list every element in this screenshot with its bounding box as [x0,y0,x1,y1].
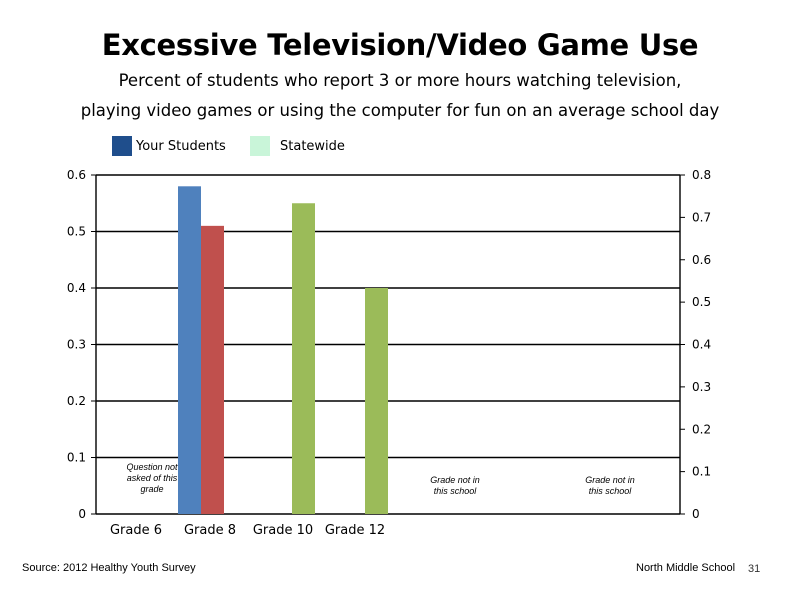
left-tick-label: 0.2 [67,394,86,408]
left-tick-label: 0.3 [67,338,86,352]
left-tick-label: 0 [78,507,86,521]
source-note: Source: 2012 Healthy Youth Survey [22,562,196,574]
right-tick-label: 0.6 [692,253,711,267]
bar [292,203,315,514]
chart-legend: Your Students Statewide [0,136,800,156]
legend-item-your-students: Your Students [112,136,226,156]
right-tick-label: 0.5 [692,295,711,309]
x-tick-label: Grade 10 [253,523,313,538]
chart-title: Excessive Television/Video Game Use [101,28,699,62]
chart-annotation: this school [589,486,633,496]
bar [201,225,224,514]
legend-label-statewide: Statewide [280,138,345,154]
chart-annotation: grade [140,484,163,494]
school-name: North Middle School [636,562,736,574]
right-tick-label: 0.2 [692,422,711,436]
legend-swatch-your-students [112,136,132,156]
right-tick-label: 0.1 [692,465,711,479]
right-tick-label: 0.7 [692,210,711,224]
right-tick-label: 0.8 [692,168,711,182]
chart-annotation: asked of this [127,473,178,483]
right-tick-label: 0 [692,507,700,521]
x-tick-label: Grade 12 [325,523,385,538]
subtitle-line-1: Percent of students who report 3 or more… [118,71,682,90]
legend-swatch-statewide [250,136,270,156]
left-tick-label: 0.6 [67,168,86,182]
right-tick-label: 0.4 [692,338,711,352]
chart-annotation: Grade not in [585,475,635,485]
x-tick-label: Grade 6 [110,523,162,538]
subtitle-line-2: playing video games or using the compute… [80,101,720,120]
left-tick-label: 0.5 [67,225,86,239]
chart-annotation: this school [434,486,478,496]
x-tick-label: Grade 8 [184,523,236,538]
legend-label-your-students: Your Students [136,138,226,154]
chart-annotation: Grade not in [430,475,480,485]
chart-subtitle: Percent of students who report 3 or more… [0,66,800,126]
bar [178,186,201,515]
left-tick-label: 0.4 [67,281,86,295]
right-tick-label: 0.3 [692,380,711,394]
bar [365,288,388,514]
chart-annotation: Question not [126,462,178,472]
legend-item-statewide: Statewide [250,136,345,156]
page-number: 31 [748,563,761,575]
left-tick-label: 0.1 [67,451,86,465]
